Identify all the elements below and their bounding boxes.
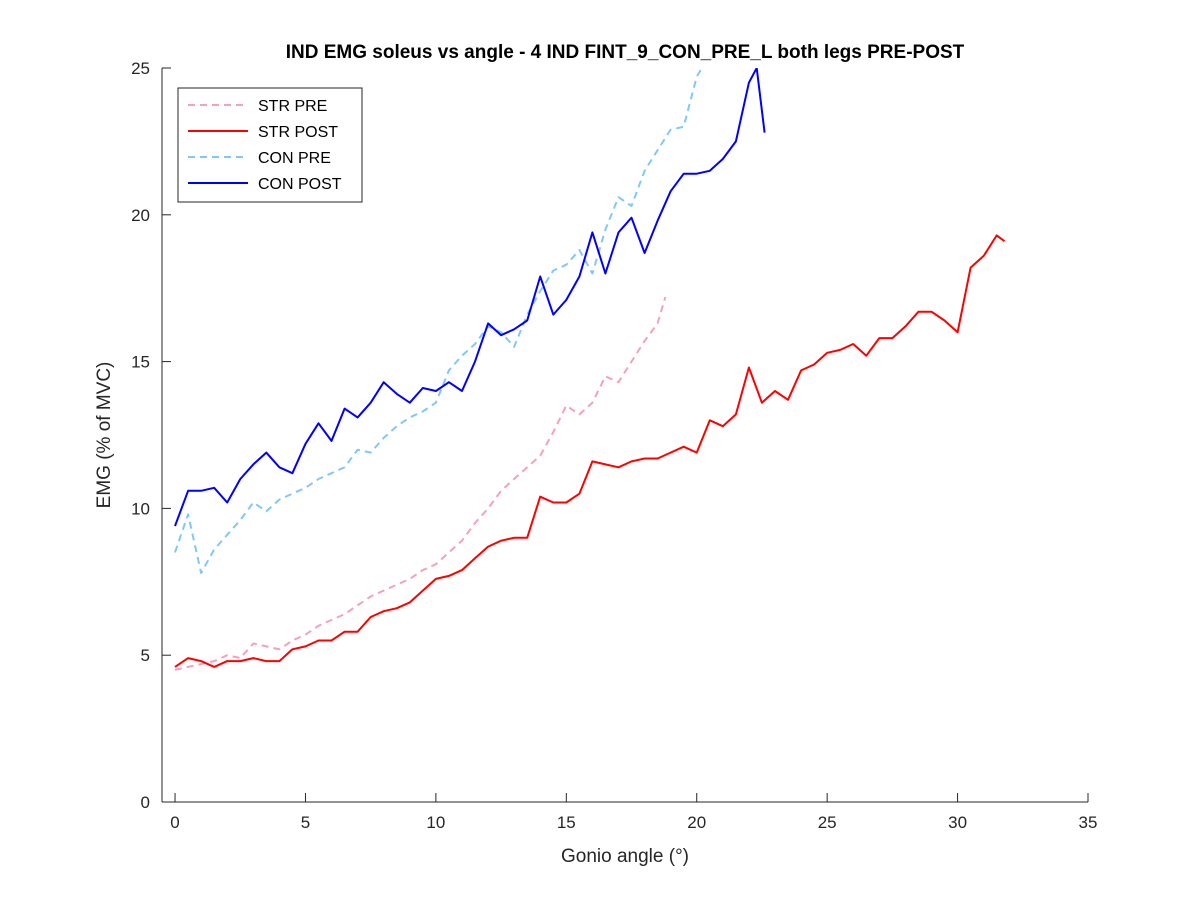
y-tick-label: 25: [131, 59, 150, 78]
legend-label: CON PRE: [258, 150, 331, 167]
x-axis-label: Gonio angle (°): [561, 846, 689, 867]
x-tick-label: 15: [557, 813, 576, 832]
series-line-str-post: [174, 234, 1006, 668]
series-line-con-post: [174, 68, 766, 527]
x-tick-label: 30: [948, 813, 967, 832]
y-tick-label: 15: [131, 353, 150, 372]
x-tick-label: 35: [1079, 813, 1098, 832]
legend: STR PRE STR POST CON PRE CON POST: [177, 87, 363, 203]
series-line-str-pre: [174, 296, 667, 671]
y-tick-label: 20: [131, 206, 150, 225]
series-line-con-pre: [174, 68, 703, 574]
axes-layer: 0 5 10 15 20 25 30 35 0 5 10 15 20 25: [131, 59, 1097, 832]
y-tick-label: 10: [131, 499, 150, 518]
legend-label: CON POST: [258, 176, 342, 193]
x-tick-label: 20: [687, 813, 706, 832]
x-tick-label: 5: [301, 813, 310, 832]
y-tick-label: 5: [141, 646, 150, 665]
y-axis-label: EMG (% of MVC): [94, 362, 115, 509]
x-tick-label: 25: [818, 813, 837, 832]
x-tick-label: 10: [426, 813, 445, 832]
series-layer: [174, 68, 1006, 671]
legend-label: STR PRE: [258, 98, 327, 115]
legend-label: STR POST: [258, 124, 338, 141]
chart-title: IND EMG soleus vs angle - 4 IND FINT_9_C…: [286, 42, 965, 63]
x-tick-label: 0: [170, 813, 179, 832]
y-tick-label: 0: [141, 793, 150, 812]
